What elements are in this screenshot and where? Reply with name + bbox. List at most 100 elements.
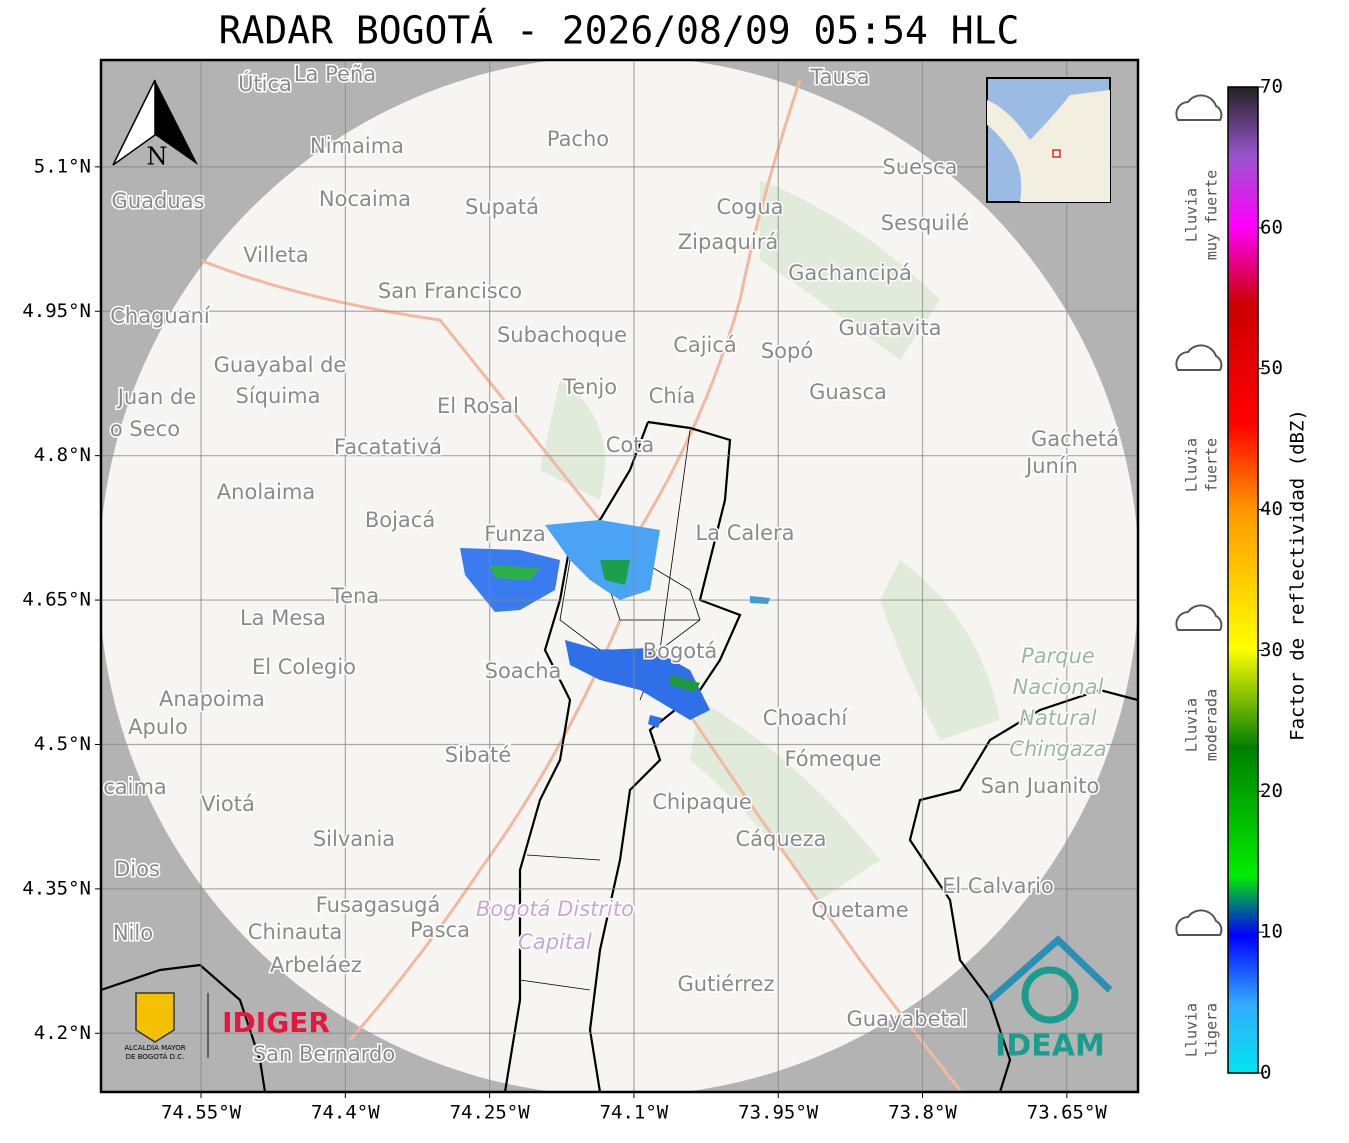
place-label: Chaguaní	[110, 304, 211, 328]
category-label: Lluvia	[1183, 188, 1201, 242]
y-tick-label: 4.95°N	[22, 300, 91, 322]
x-tick-label: 74.1°W	[600, 1102, 669, 1124]
place-labels: Útica La Peña Tausa Pacho Nimaima Guaduas Noca…	[102, 61, 1121, 1068]
place-label: La Mesa	[240, 606, 326, 630]
district-label: Bogotá Distrito	[476, 897, 634, 921]
category-label: Lluvia	[1183, 438, 1201, 492]
place-label: Junín	[1024, 454, 1078, 478]
place-label: Fusagasugá	[316, 893, 441, 917]
place-label: Tenjo	[562, 375, 617, 399]
park-label: Nacional	[1013, 675, 1104, 699]
place-label: Apulo	[128, 715, 188, 739]
colorbar-tick-label: 10	[1260, 921, 1283, 943]
place-label: Silvania	[313, 827, 395, 851]
y-tick-label: 4.8°N	[34, 444, 91, 466]
alcaldia-text: DE BOGOTÁ D.C.	[126, 1052, 185, 1061]
place-label: Bogotá	[643, 639, 718, 663]
category-label: Lluvia	[1183, 698, 1201, 752]
cloud-icon	[1175, 94, 1223, 121]
cloud-icon	[1175, 344, 1223, 371]
place-label: Guayabetal	[847, 1007, 968, 1031]
place-label: La Calera	[695, 521, 794, 545]
place-label: Cáqueza	[736, 827, 827, 851]
place-label: Guatavita	[839, 316, 942, 340]
colorbar-tick-label: 60	[1260, 216, 1283, 238]
park-label: Natural	[1019, 706, 1097, 730]
x-tick-label: 74.55°W	[161, 1102, 242, 1124]
place-label: Supatá	[465, 195, 539, 219]
place-label: Anapoima	[159, 687, 265, 711]
colorbar-tick-label: 40	[1260, 498, 1283, 520]
place-label: Sesquilé	[881, 211, 969, 235]
place-label: Nimaima	[310, 134, 404, 158]
place-label: Gachancipá	[788, 261, 912, 285]
x-tick-label: 73.95°W	[738, 1102, 819, 1124]
inset-map	[986, 77, 1111, 203]
place-label: Cota	[606, 433, 655, 457]
roads	[199, 79, 962, 1091]
category-label: fuerte	[1203, 438, 1221, 492]
place-label: San Francisco	[378, 279, 522, 303]
y-tick-label: 5.1°N	[34, 155, 91, 177]
colorbar-tick-label: 20	[1260, 780, 1283, 802]
place-label: Guaduas	[112, 189, 205, 213]
place-label: Bojacá	[365, 508, 435, 532]
ideam-text: IDEAM	[995, 1029, 1105, 1064]
place-label: Chía	[649, 384, 696, 408]
colorbar-label: Factor de reflectividad (dBZ)	[1287, 409, 1309, 741]
place-label: Guayabal de	[214, 353, 347, 377]
colorbar	[1227, 86, 1259, 1074]
place-label: Sibaté	[445, 743, 512, 767]
place-label: El Colegio	[252, 655, 356, 679]
y-tick-label: 4.2°N	[34, 1022, 91, 1044]
place-label: Gachetá	[1031, 427, 1119, 451]
place-label: Facatativá	[334, 435, 442, 459]
cloud-icon	[1175, 909, 1223, 936]
cloud-icon	[1175, 604, 1223, 631]
district-label: Capital	[518, 930, 592, 954]
y-tick-label: 4.35°N	[22, 877, 91, 899]
place-label: Síquima	[236, 384, 321, 408]
place-label: Chinauta	[248, 920, 342, 944]
place-label: Anolaima	[217, 480, 315, 504]
graticule	[101, 60, 1138, 1092]
place-label: Pasca	[410, 918, 470, 942]
place-label: Suesca	[883, 155, 958, 179]
category-label: Lluvia	[1183, 1003, 1201, 1057]
place-label: Nocaima	[319, 187, 411, 211]
place-label: Dios	[114, 857, 160, 881]
alcaldia-logo: ALCALDÍA MAYOR DE BOGOTÁ D.C.	[124, 992, 209, 1061]
x-tick-label: 73.65°W	[1027, 1102, 1108, 1124]
place-label: Arbeláez	[270, 953, 362, 977]
place-label: Villeta	[243, 243, 308, 267]
place-label: Chipaque	[652, 790, 752, 814]
place-label: Zipaquirá	[678, 230, 778, 254]
place-label: Subachoque	[497, 323, 627, 347]
place-label: La Peña	[294, 62, 376, 86]
place-label: Choachí	[763, 706, 849, 730]
map: Útica La Peña Tausa Pacho Nimaima Guaduas Noca…	[101, 60, 1138, 1092]
place-label: Soacha	[485, 659, 562, 683]
place-label: Funza	[484, 522, 545, 546]
x-tick-label: 74.25°W	[450, 1102, 531, 1124]
y-tick-label: 4.65°N	[22, 589, 91, 611]
category-label: moderada	[1203, 689, 1221, 761]
place-label: Cogua	[716, 195, 783, 219]
x-tick-label: 74.4°W	[311, 1102, 380, 1124]
colorbar-tick-label: 50	[1260, 357, 1283, 379]
place-label: El Rosal	[437, 394, 519, 418]
colorbar-tick-label: 0	[1260, 1062, 1271, 1084]
place-label: El Calvario	[942, 874, 1054, 898]
place-label: o Seco	[110, 417, 180, 441]
radar-echoes	[460, 520, 770, 728]
category-label: muy fuerte	[1203, 170, 1221, 260]
terrain	[540, 180, 1000, 900]
place-label: Útica	[238, 71, 292, 96]
x-tick-label: 73.8°W	[888, 1102, 957, 1124]
place-label: San Bernardo	[253, 1042, 395, 1066]
map-frame	[99, 58, 1140, 1094]
park-label: Chingaza	[1009, 737, 1106, 761]
alcaldia-text: ALCALDÍA MAYOR	[124, 1043, 185, 1052]
